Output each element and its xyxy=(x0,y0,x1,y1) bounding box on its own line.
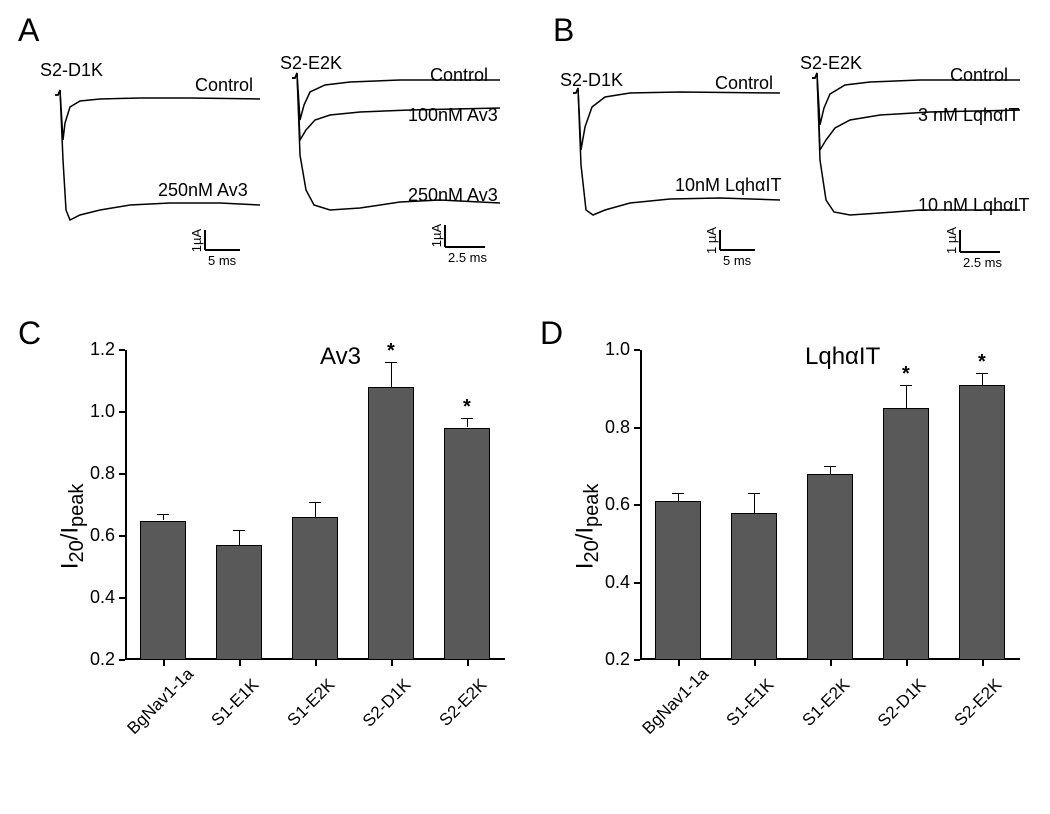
panelC-significance-star: * xyxy=(387,340,395,363)
panelC-ytick-label: 0.6 xyxy=(75,525,115,546)
panelC-xtick-label: S2-E2K xyxy=(428,675,492,739)
panelC-bar xyxy=(216,545,262,660)
panelD-bar xyxy=(655,501,701,660)
panelD-error-bar xyxy=(982,373,983,385)
panelD-ytick-label: 0.4 xyxy=(590,572,630,593)
panelC-error-bar xyxy=(315,502,316,518)
panelD-ytick-label: 1.0 xyxy=(590,339,630,360)
panelC-error-cap xyxy=(233,530,245,531)
panelD-error-bar xyxy=(754,493,755,512)
panelC-xtick-label: S2-D1K xyxy=(352,675,416,739)
panelC-ytick-label: 1.0 xyxy=(75,401,115,422)
panel-a-left-scale-y: 1µA xyxy=(189,229,204,252)
panelD-xtick-mark xyxy=(906,660,908,666)
panelD-xtick-label: S1-E2K xyxy=(791,675,855,739)
panelD-error-cap xyxy=(824,466,836,467)
panel-c-letter: C xyxy=(18,315,41,352)
panelD-xtick-mark xyxy=(830,660,832,666)
panelC-error-bar xyxy=(239,530,240,546)
panelC-bar xyxy=(140,521,186,661)
panel-d-chart: LqhαIT I20/Ipeak 0.20.40.60.81.0BgNav1-1… xyxy=(555,335,1035,805)
panelC-ytick-label: 1.2 xyxy=(75,339,115,360)
panelC-ytick-label: 0.2 xyxy=(75,649,115,670)
panel-a-right-scale-x: 2.5 ms xyxy=(448,250,487,265)
panelC-bar xyxy=(368,387,414,660)
panel-b-left-traces: S2-D1K Control 10nM LqhαIT 1 µA 5 ms xyxy=(560,55,800,275)
panel-a-left-scale-x: 5 ms xyxy=(208,253,236,268)
panel-b-right-traces: S2-E2K Control 3 nM LqhαIT 10 nM LqhαIT … xyxy=(800,50,1040,275)
panelC-error-bar xyxy=(391,362,392,387)
panelD-ytick-label: 0.2 xyxy=(590,649,630,670)
panelC-xtick-mark xyxy=(467,660,469,666)
panelC-ytick-mark xyxy=(119,349,125,351)
panelC-ytick-mark xyxy=(119,535,125,537)
panelC-ytick-label: 0.4 xyxy=(75,587,115,608)
panel-c-chart: Av3 I20/Ipeak 0.20.40.60.81.01.2BgNav1-1… xyxy=(40,335,520,805)
panelD-bar xyxy=(959,385,1005,660)
panelC-xtick-label: S1-E1K xyxy=(200,675,264,739)
panel-a-right-traces: S2-E2K Control 100nM Av3 250nM Av3 1µA 2… xyxy=(280,50,520,275)
panelD-error-cap xyxy=(748,493,760,494)
panelC-xtick-label: BgNav1-1a xyxy=(124,675,188,739)
panelD-significance-star: * xyxy=(902,363,910,386)
panelC-significance-star: * xyxy=(463,396,471,419)
panel-b-right-scale-y: 1 µA xyxy=(944,227,959,254)
panelD-xtick-label: S2-D1K xyxy=(867,675,931,739)
panelD-ytick-mark xyxy=(634,504,640,506)
panelD-ytick-mark xyxy=(634,427,640,429)
panelD-xtick-label: S1-E1K xyxy=(715,675,779,739)
panelC-xtick-label: S1-E2K xyxy=(276,675,340,739)
panelC-xtick-mark xyxy=(391,660,393,666)
panel-a-left-traces: S2-D1K Control 250nM Av3 1µA 5 ms xyxy=(40,55,280,275)
panelC-ytick-mark xyxy=(119,411,125,413)
panelC-ytick-mark xyxy=(119,659,125,661)
panelD-error-bar xyxy=(906,385,907,408)
panelC-ytick-mark xyxy=(119,473,125,475)
panelC-ytick-label: 0.8 xyxy=(75,463,115,484)
panelD-bar xyxy=(807,474,853,660)
panelD-xtick-mark xyxy=(982,660,984,666)
panelC-ytick-mark xyxy=(119,597,125,599)
panelD-ytick-label: 0.6 xyxy=(590,494,630,515)
panelD-xtick-mark xyxy=(754,660,756,666)
panel-b-right-scale-x: 2.5 ms xyxy=(963,255,1002,270)
panelC-error-bar xyxy=(467,418,468,427)
panelD-ytick-label: 0.8 xyxy=(590,417,630,438)
panelD-xtick-mark xyxy=(678,660,680,666)
panelD-ytick-mark xyxy=(634,349,640,351)
panel-b-left-scale-y: 1 µA xyxy=(704,227,719,254)
panelD-xtick-label: BgNav1-1a xyxy=(639,675,703,739)
panelD-error-bar xyxy=(830,466,831,474)
panelD-significance-star: * xyxy=(978,351,986,374)
panelC-bar xyxy=(292,517,338,660)
panelD-bar xyxy=(731,513,777,660)
panelD-error-cap xyxy=(672,493,684,494)
panelC-error-cap xyxy=(309,502,321,503)
panel-a-letter: A xyxy=(18,12,39,49)
panelC-bar xyxy=(444,428,490,661)
panel-b-letter: B xyxy=(553,12,574,49)
panel-a-right-scale-y: 1µA xyxy=(429,224,444,247)
panelD-ytick-mark xyxy=(634,582,640,584)
panel-c-y-axis xyxy=(125,350,127,660)
panelD-bar xyxy=(883,408,929,660)
panelC-xtick-mark xyxy=(315,660,317,666)
panelC-xtick-mark xyxy=(239,660,241,666)
panelD-ytick-mark xyxy=(634,659,640,661)
panel-b-left-scale-x: 5 ms xyxy=(723,253,751,268)
panelC-xtick-mark xyxy=(163,660,165,666)
panel-d-y-axis xyxy=(640,350,642,660)
panelD-error-bar xyxy=(678,493,679,501)
panelD-xtick-label: S2-E2K xyxy=(943,675,1007,739)
panelC-error-cap xyxy=(157,514,169,515)
